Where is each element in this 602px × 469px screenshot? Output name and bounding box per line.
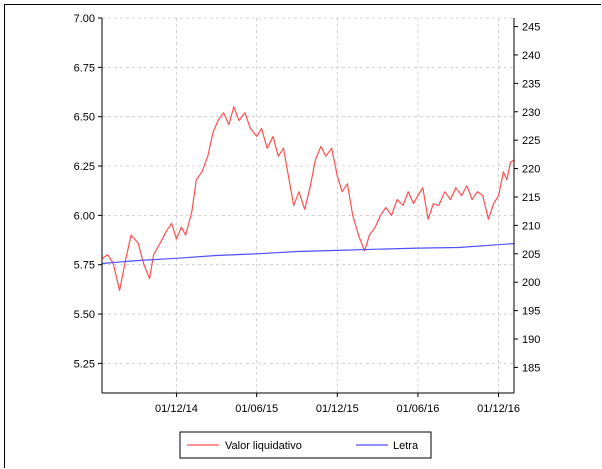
y-right-tick-label: 235 — [522, 78, 540, 90]
y-right-tick-label: 245 — [522, 22, 540, 34]
x-tick-label: 01/12/15 — [316, 403, 359, 415]
y-right-tick-label: 225 — [522, 135, 540, 147]
y-left-tick-label: 6.50 — [74, 112, 95, 124]
y-left-tick-label: 6.25 — [74, 161, 95, 173]
y-right-tick-label: 230 — [522, 107, 540, 119]
x-tick-label: 01/12/16 — [477, 403, 520, 415]
y-right-tick-label: 200 — [522, 277, 540, 289]
y-left-tick-label: 6.75 — [74, 62, 95, 74]
legend-label-letra: Letra — [393, 440, 419, 452]
y-right-tick-label: 220 — [522, 164, 540, 176]
legend: Valor liquidativo Letra — [179, 431, 432, 459]
legend-box — [179, 431, 432, 459]
x-tick-label: 01/06/15 — [235, 403, 278, 415]
y-right-tick-label: 190 — [522, 334, 540, 346]
series-line-letra — [101, 243, 515, 265]
series-line-valor-liquidativo — [101, 106, 515, 291]
y-right-tick-label: 205 — [522, 249, 540, 261]
y-right-tick-label: 210 — [522, 220, 540, 232]
x-tick-label: 01/12/14 — [155, 403, 198, 415]
legend-label-valor-liquidativo: Valor liquidativo — [225, 440, 302, 452]
y-left-tick-label: 6.00 — [74, 210, 95, 222]
y-left-tick-label: 5.50 — [74, 309, 95, 321]
axes: 01/12/14 01/06/15 01/12/15 01/06/16 01/12/16… — [74, 13, 541, 415]
series-layer — [101, 106, 515, 291]
grid — [102, 17, 514, 393]
y-left-tick-label: 5.75 — [74, 260, 95, 272]
y-right-tick-label: 195 — [522, 306, 540, 318]
y-left-tick-label: 5.25 — [74, 358, 95, 370]
x-tick-label: 01/06/16 — [397, 403, 440, 415]
y-right-tick-label: 185 — [522, 362, 540, 374]
y-right-tick-label: 215 — [522, 192, 540, 204]
chart-frame — [4, 4, 601, 468]
y-right-tick-label: 240 — [522, 50, 540, 62]
y-left-tick-label: 7.00 — [74, 13, 95, 25]
